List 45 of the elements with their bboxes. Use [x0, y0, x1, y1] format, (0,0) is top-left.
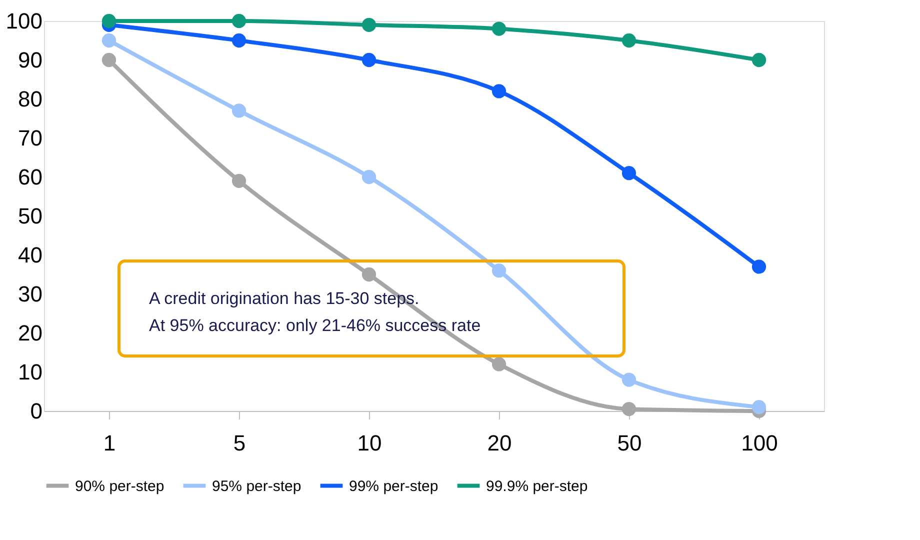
- x-tick-label: 100: [741, 430, 778, 456]
- point: [102, 52, 116, 68]
- point: [232, 33, 246, 48]
- y-tick-label: 10: [18, 360, 42, 384]
- y-tick-label: 100: [6, 8, 42, 34]
- x-tick-label: 1: [103, 430, 116, 456]
- y-tick-label: 40: [18, 242, 42, 268]
- point: [492, 22, 506, 36]
- y-tick-label: 70: [18, 126, 42, 150]
- point: [492, 84, 506, 98]
- point: [492, 264, 506, 278]
- point: [622, 402, 636, 416]
- point: [232, 104, 246, 118]
- legend-label: 90% per-step: [75, 478, 164, 495]
- y-tick-label: 30: [18, 282, 42, 306]
- annotation: At 95% accuracy: only 21-46% success rate: [149, 316, 481, 335]
- point: [622, 33, 636, 48]
- legend-label: 99% per-step: [349, 478, 438, 495]
- point: [362, 267, 376, 282]
- point: [622, 372, 636, 387]
- x-tick-label: 10: [357, 430, 382, 456]
- point: [232, 14, 246, 28]
- point: [622, 166, 636, 180]
- annotation: A credit origination has 15-30 steps.: [149, 289, 420, 308]
- point: [752, 260, 766, 274]
- point: [362, 170, 376, 184]
- y-tick-label: 50: [18, 204, 42, 228]
- y-tick-label: 0: [30, 398, 42, 424]
- x-tick-label: 5: [233, 430, 246, 456]
- x-tick-label: 50: [617, 430, 642, 456]
- point: [232, 174, 246, 188]
- y-tick-label: 20: [18, 320, 42, 346]
- y-tick-label: 60: [18, 164, 42, 190]
- y-tick-label: 80: [18, 86, 42, 112]
- point: [102, 33, 116, 48]
- point: [102, 14, 116, 28]
- y-tick-label: 90: [18, 48, 42, 72]
- point: [492, 357, 506, 372]
- legend-label: 99.9% per-step: [486, 478, 588, 495]
- point: [362, 52, 376, 68]
- point: [752, 400, 766, 414]
- point: [362, 18, 376, 32]
- point: [752, 52, 766, 68]
- x-tick-label: 20: [487, 430, 512, 456]
- legend-label: 95% per-step: [212, 478, 302, 495]
